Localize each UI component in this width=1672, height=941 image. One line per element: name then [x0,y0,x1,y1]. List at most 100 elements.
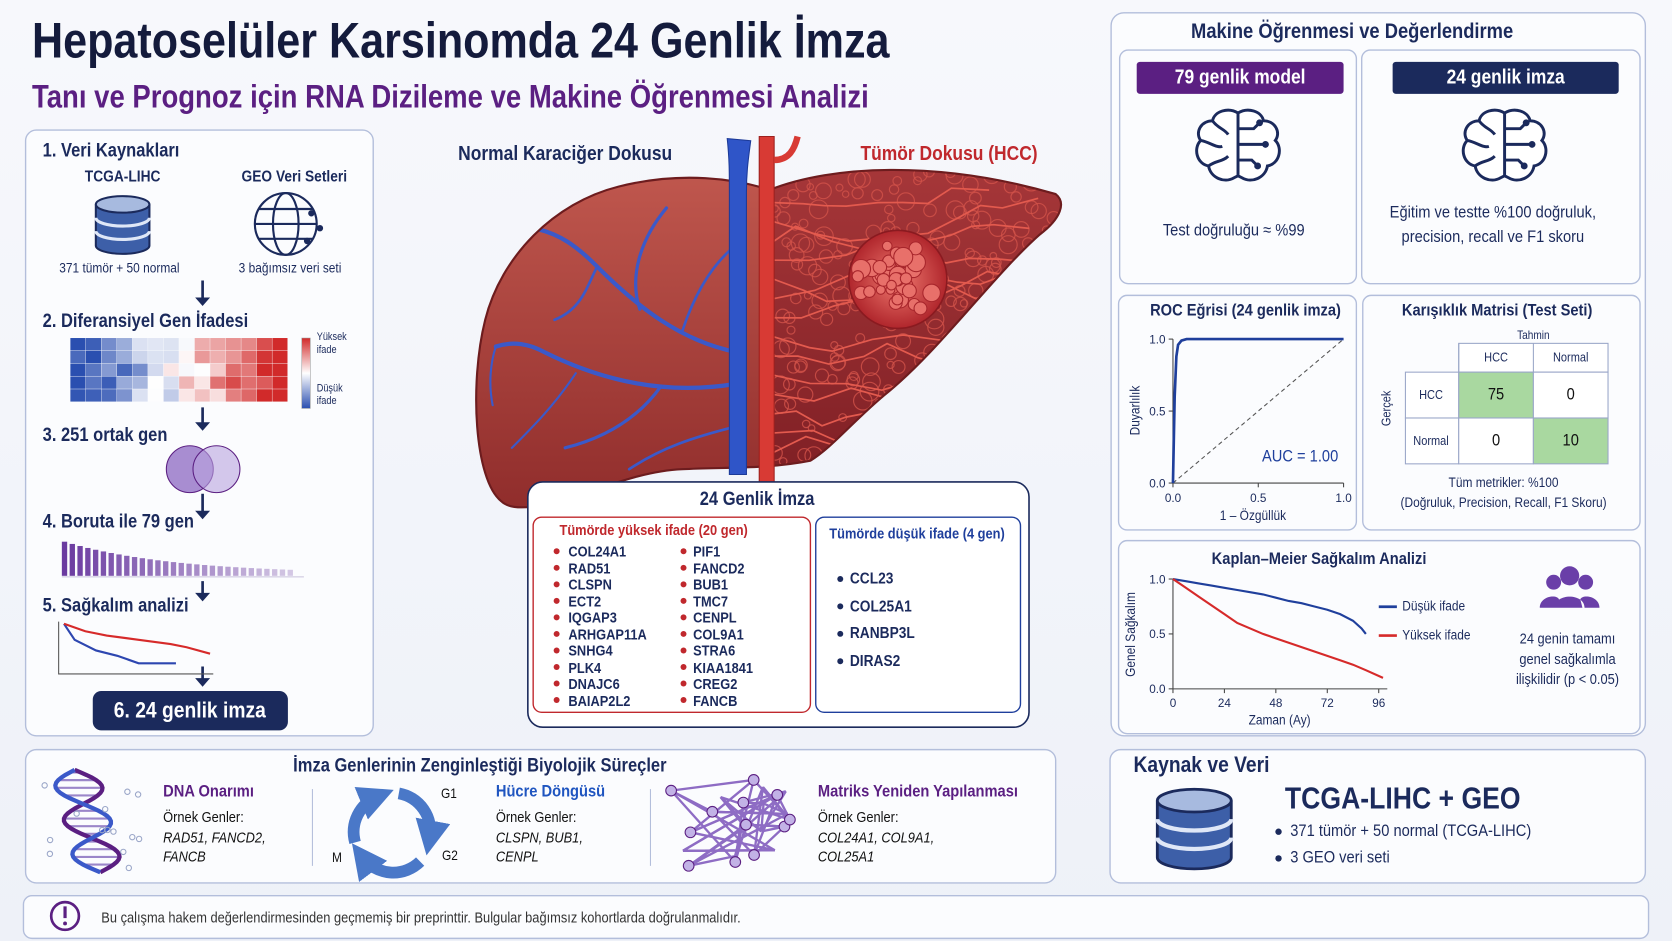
process-name: DNA Onarımı [163,782,254,801]
heatmap-cell [132,338,148,351]
tumor-cell [984,324,997,337]
tumor-cell [1001,467,1012,477]
data-icons-part [92,690,288,731]
model-result: Eğitim ve testte %100 doğruluk, precisio… [1389,203,1597,247]
gene-examples: COL24A1, COL9A1, COL25A1 [817,828,935,865]
tumor-nodule [886,279,897,291]
bullet-dot [1275,855,1282,862]
tumor-cell [927,318,945,336]
chart-title: ROC Eğrisi (24 genlik imza) [1150,301,1341,320]
liver-label: Normal Karaciğer Dokusu [458,142,673,166]
heatmap-cell [241,350,257,364]
y-tick-label: 0.5 [1149,628,1166,641]
y-tick-label: 0.0 [1149,477,1166,490]
column-label: Normal [1552,349,1589,365]
gene: SNHG4 [568,641,613,659]
bullet-dot [553,630,560,637]
heatmap-cell [225,363,241,376]
gene: TMC7 [693,592,729,610]
tumor-nodule [893,246,914,267]
molecule [120,848,127,856]
tumor-cell [784,397,797,410]
process-icons-part [1157,789,1231,869]
warning-icon-part [63,906,67,919]
tumor-cell [871,189,884,202]
tumor-cell [787,189,800,202]
matrix-cell [1458,417,1534,465]
genes-label: Örnek Genler: [817,808,899,826]
y-tick-label: 1.0 [1149,573,1166,586]
gene: KIAA1841 [693,658,754,676]
tumor-cell [807,424,816,433]
molecule [41,782,48,789]
cell [665,784,677,797]
heatmap-cell [85,350,102,364]
tumor-cell [1012,440,1030,457]
bullet-dot [553,581,560,588]
molecule [134,791,142,798]
tumor-cell [814,368,830,383]
liver-part-part-part [493,341,738,390]
warning-icon-part [63,921,67,926]
importance-bar [100,551,107,576]
tumor-cell [966,209,980,223]
tumor-cell [924,399,945,419]
bullet-dot [837,603,844,610]
importance-bar [178,562,184,576]
heatmap-cell [210,350,226,364]
importance-bar [85,547,91,576]
tumor-cell [928,361,948,381]
tumor-cell [1053,230,1061,247]
dna-strand [61,767,122,875]
heatmap-cell [256,376,272,389]
bullet-dot [837,576,844,583]
tumor-cell [998,395,1019,416]
tumor-cell [775,308,791,324]
panel-title: İmza Genlerinin Zenginleştiği Biyolojik … [293,754,667,776]
heatmap-cell [116,350,133,364]
tumor-nodule [875,284,886,295]
liver-part-part-part [634,206,669,311]
tumor-nodule [851,270,864,283]
molecule [46,850,54,858]
tumor-cell [1000,227,1016,243]
tumor-cell [806,182,815,191]
gene-box-part [815,516,1022,714]
cell [748,849,760,861]
tumor-cell [1045,437,1061,452]
gene-examples: RAD51, FANCD2, FANCB [163,828,266,865]
gene: IQGAP3 [568,608,617,626]
importance-bar [248,568,254,576]
heatmap-cell [163,363,179,376]
importance-bar [116,554,122,576]
process-icons-part [347,786,451,882]
bullet-dot [553,597,560,604]
summary: Tüm metrikler: %100 [1448,474,1559,491]
panels-part [22,895,1650,940]
importance-bar [272,569,278,576]
heatmap-cell [101,350,117,364]
tumor-cell [933,358,944,369]
data-icons [58,191,324,731]
data-icons-part [63,623,176,665]
tumor-cell [988,218,1007,237]
gene: BUB1 [693,575,729,593]
bullet-dot [680,630,687,637]
tumor-cell [835,183,844,192]
tumor-cell [1029,410,1046,426]
process-icons-part-part [347,786,394,844]
cell [737,796,750,809]
tumor-nodule [891,293,904,306]
gene-box [527,481,1030,729]
bullet: 371 tümör + 50 normal (TCGA-LIHC) [1290,821,1532,841]
title: Hepatoselüler Karsinomda 24 Genlik İmza [31,11,890,69]
tumor-cell [786,325,796,335]
survival-curve [1172,577,1367,635]
liver-part [758,135,775,486]
importance-bar [233,567,239,576]
cycle-phase: G2 [442,847,458,864]
heatmap-cell [179,363,195,376]
tumor-nodule [863,285,876,298]
gene: COL25A1 [849,597,912,616]
heatmap-cell [225,389,241,402]
